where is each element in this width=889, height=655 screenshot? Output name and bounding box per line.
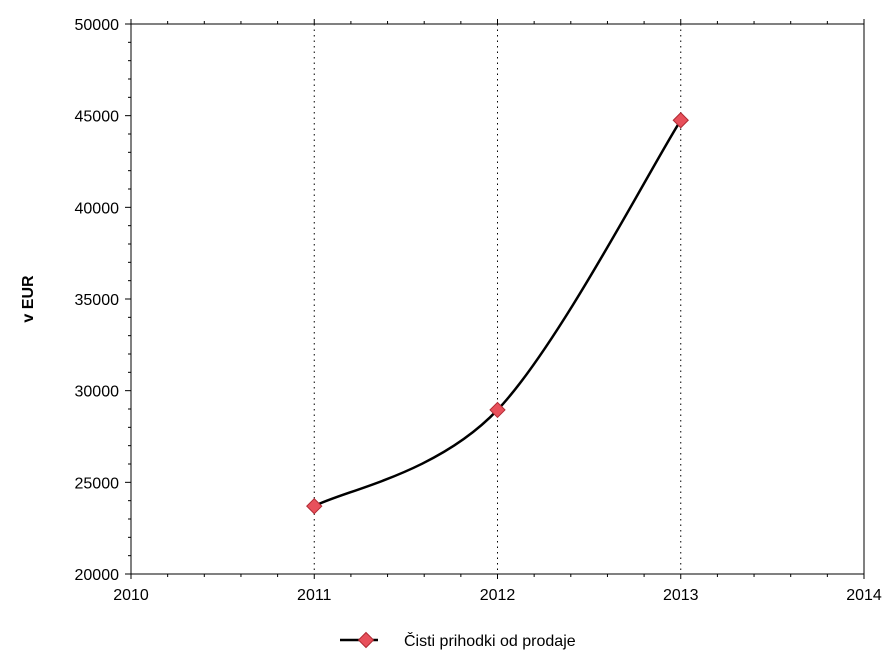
data-point-marker [489, 401, 506, 419]
y-tick-label: 35000 [75, 292, 120, 309]
x-tick-label: 2010 [113, 587, 149, 604]
x-tick-label: 2013 [663, 587, 699, 604]
y-axis-title: v EUR [20, 275, 37, 323]
y-tick-label: 25000 [75, 475, 120, 492]
legend: Čisti prihodki od prodaje [340, 631, 576, 650]
grid-lines [313, 24, 682, 574]
y-tick-label: 20000 [75, 567, 120, 584]
data-point-marker [672, 112, 689, 129]
x-axis-tick-labels: 2010 2011 2012 2013 2014 [113, 587, 882, 604]
legend-diamond-marker-icon [357, 631, 375, 649]
y-tick-label: 50000 [75, 17, 120, 34]
axis-ticks [125, 19, 865, 579]
x-tick-label: 2012 [480, 587, 516, 604]
y-tick-label: 40000 [75, 200, 120, 217]
x-tick-label: 2011 [297, 587, 332, 604]
y-axis-tick-labels: 20000 25000 30000 35000 40000 45000 50000 [75, 17, 120, 584]
y-tick-label: 45000 [75, 109, 120, 126]
series-line [313, 119, 682, 508]
series-layer [306, 112, 689, 515]
y-tick-label: 30000 [75, 384, 120, 401]
data-point-marker [306, 497, 323, 515]
x-tick-label: 2014 [846, 587, 882, 604]
legend-label: Čisti prihodki od prodaje [404, 631, 576, 650]
